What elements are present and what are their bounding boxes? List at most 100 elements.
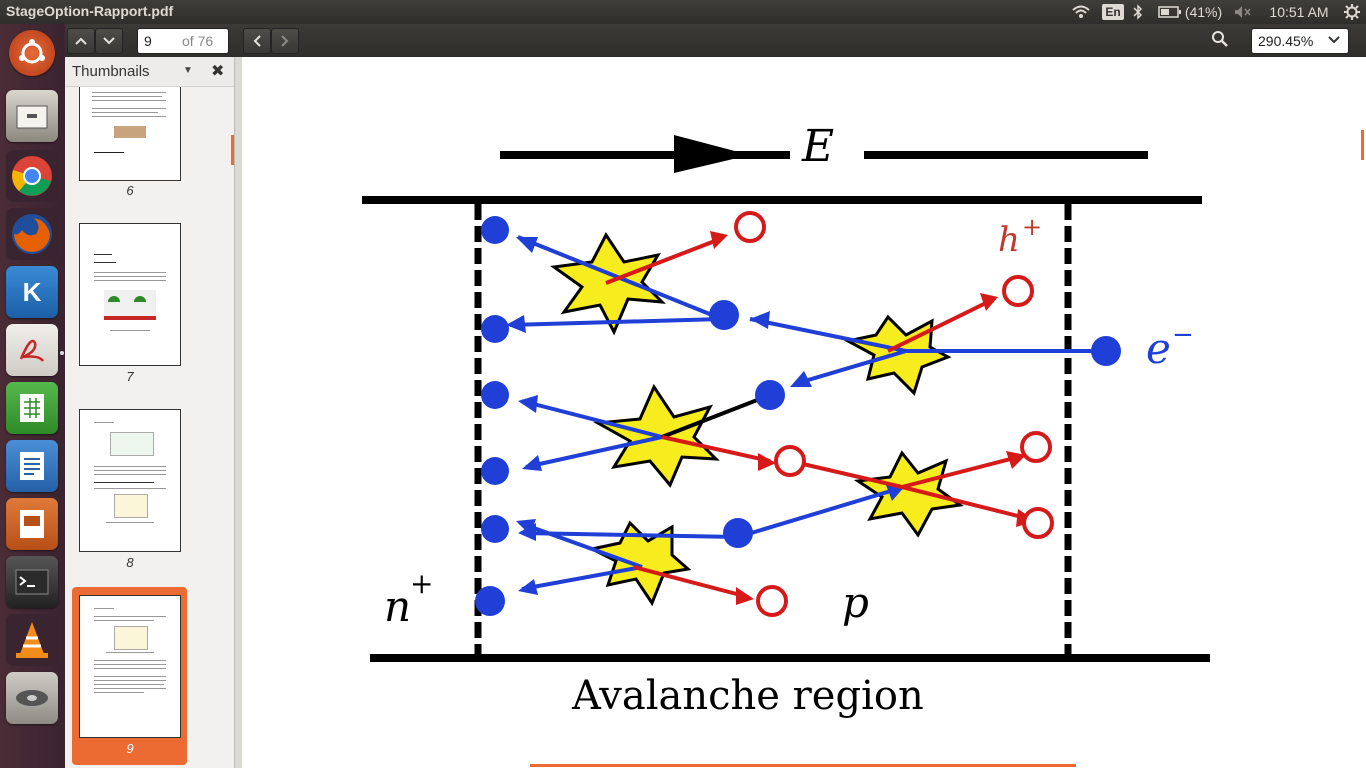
- history-back-button[interactable]: [243, 28, 271, 54]
- files-icon[interactable]: [6, 90, 58, 142]
- sidebar-header: Thumbnails ▼ ✖: [65, 57, 234, 87]
- spreadsheet-icon[interactable]: [6, 382, 58, 434]
- chevron-down-icon: [1328, 32, 1340, 51]
- arrowhead: [710, 231, 728, 249]
- hole: [774, 445, 806, 477]
- electron: [481, 515, 509, 543]
- thumbnail-page-7[interactable]: [79, 223, 181, 366]
- battery-percent: (41%): [1184, 4, 1223, 20]
- vlc-icon[interactable]: [6, 614, 58, 666]
- wifi-icon[interactable]: [1068, 0, 1094, 24]
- electron-path: [749, 317, 907, 353]
- field-arrow-head: [674, 135, 750, 173]
- chevron-up-icon: [75, 37, 87, 45]
- electron: [1091, 336, 1121, 366]
- arrowhead: [1006, 451, 1026, 469]
- zoom-select[interactable]: 290.45%: [1251, 28, 1349, 54]
- electron-path: [525, 435, 663, 469]
- terminal-icon[interactable]: [6, 556, 58, 608]
- thumbnail-label: 7: [126, 369, 134, 384]
- toolbar: 9 of 76 290.45%: [65, 24, 1366, 58]
- thumbnail-page-6[interactable]: [79, 87, 181, 181]
- arrowhead: [522, 455, 542, 471]
- next-page-button[interactable]: [95, 28, 123, 54]
- arrowhead: [758, 453, 776, 471]
- impress-icon[interactable]: [6, 498, 58, 550]
- thumbnail-page-8[interactable]: [79, 409, 181, 552]
- history-forward-button[interactable]: [271, 28, 299, 54]
- hole-path: [901, 455, 1019, 489]
- gear-icon[interactable]: [1340, 0, 1364, 24]
- field-label: E: [801, 121, 834, 172]
- electron-path: [797, 349, 907, 385]
- battery-icon: [1158, 6, 1181, 18]
- disks-icon[interactable]: [6, 672, 58, 724]
- hole: [734, 211, 766, 243]
- document-scroll-indicator[interactable]: [1361, 130, 1364, 160]
- arrowhead: [750, 311, 770, 329]
- search-icon: [1212, 31, 1228, 47]
- n-label: n: [384, 582, 411, 631]
- sidebar-title[interactable]: Thumbnails: [72, 63, 150, 80]
- thumbnail-list[interactable]: 6 7 8: [65, 87, 230, 768]
- firefox-icon[interactable]: [6, 208, 58, 260]
- arrowhead: [790, 371, 812, 387]
- window-title: StageOption-Rapport.pdf: [6, 3, 174, 19]
- electron: [481, 315, 509, 343]
- thumbnails-sidebar: Thumbnails ▼ ✖ 6: [65, 57, 235, 768]
- electron-path: [521, 531, 739, 539]
- electron: [709, 300, 739, 330]
- clock[interactable]: 10:51 AM: [1269, 4, 1329, 20]
- hole-path: [901, 485, 1031, 521]
- battery-indicator[interactable]: (41%): [1154, 0, 1226, 24]
- arrowhead: [506, 315, 526, 333]
- arrowhead: [886, 485, 906, 501]
- electron: [475, 586, 505, 616]
- chevron-down-icon: [103, 37, 115, 45]
- search-button[interactable]: [1211, 30, 1233, 52]
- volume-muted-icon[interactable]: [1230, 0, 1256, 24]
- thumbnail-label-selected: 9: [126, 741, 134, 756]
- chrome-icon[interactable]: [6, 150, 58, 202]
- writer-icon[interactable]: [6, 440, 58, 492]
- document-page[interactable]: E: [242, 57, 1366, 768]
- electron: [481, 216, 509, 244]
- top-panel: StageOption-Rapport.pdf En (41%) 10:51 A…: [0, 0, 1366, 24]
- arrowhead: [736, 587, 754, 605]
- keyboard-layout-indicator[interactable]: En: [1102, 0, 1124, 24]
- close-sidebar-icon[interactable]: ✖: [211, 63, 225, 80]
- hole-path: [633, 565, 749, 599]
- pdf-reader-icon[interactable]: [6, 324, 58, 376]
- hole-label: h: [998, 220, 1020, 260]
- electron-path: [737, 485, 905, 539]
- previous-page-button[interactable]: [67, 28, 95, 54]
- electron: [755, 380, 785, 410]
- black-path: [661, 393, 771, 439]
- arrowhead: [980, 293, 998, 311]
- arrowhead: [516, 519, 536, 535]
- avalanche-figure: E: [362, 121, 1210, 719]
- star: [853, 450, 964, 538]
- hole-path: [887, 299, 991, 353]
- hole: [1002, 275, 1034, 307]
- thumbnail-scrollbar[interactable]: [231, 135, 234, 165]
- kile-icon[interactable]: K: [6, 266, 58, 318]
- page-number-field[interactable]: 9 of 76: [137, 28, 229, 54]
- chevron-right-icon: [281, 35, 289, 47]
- electron-label: e: [1146, 324, 1171, 373]
- bluetooth-icon[interactable]: [1128, 0, 1148, 24]
- page-number-input[interactable]: 9: [144, 33, 152, 49]
- electrons: [475, 216, 1121, 616]
- electron-path: [521, 399, 663, 439]
- electron-path: [521, 565, 643, 591]
- arrowhead: [518, 579, 538, 595]
- hole-path: [789, 459, 903, 489]
- thumbnail-page-9[interactable]: [79, 595, 181, 738]
- electron: [481, 457, 509, 485]
- electron: [481, 381, 509, 409]
- ubuntu-dash-icon[interactable]: [9, 30, 55, 76]
- sidebar-mode-dropdown-icon[interactable]: ▼: [183, 65, 193, 76]
- document-left-shadow: [235, 57, 242, 768]
- hole: [1022, 507, 1054, 539]
- holes: [734, 211, 1054, 617]
